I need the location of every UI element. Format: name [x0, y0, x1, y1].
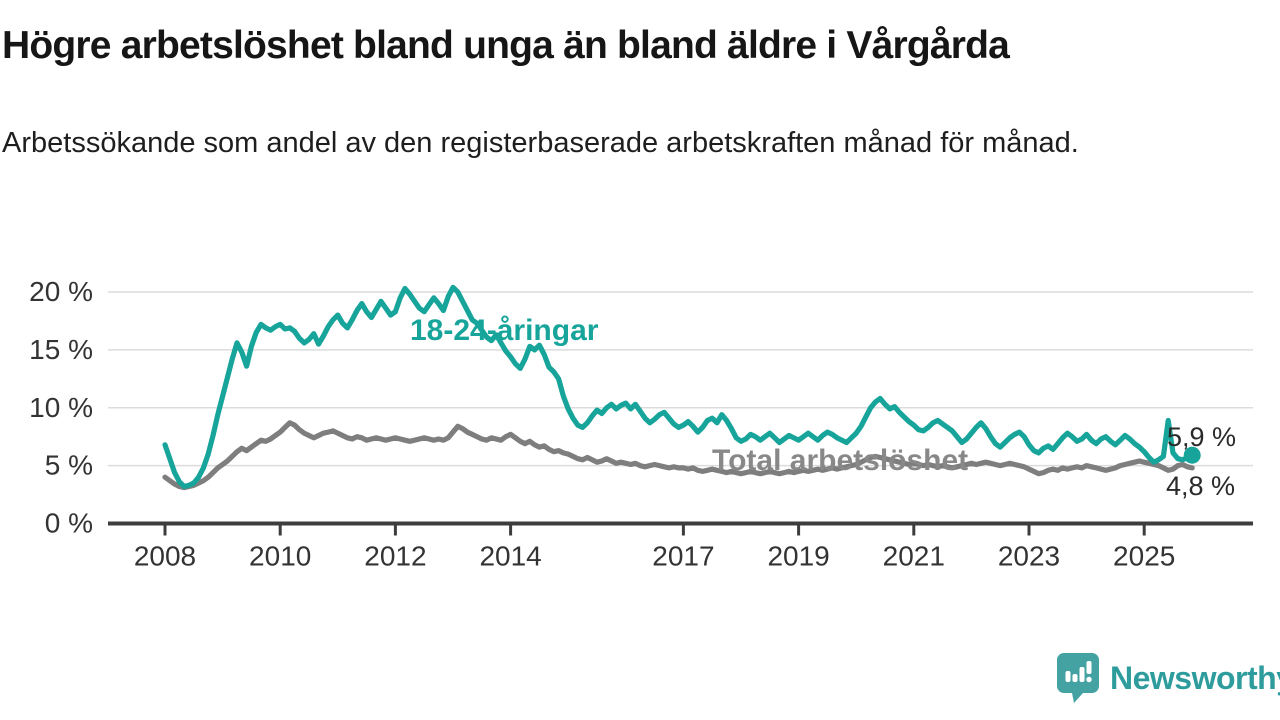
series-label-young: 18-24-åringar [410, 314, 599, 347]
y-tick-label: 20 % [29, 276, 93, 307]
series-line-18-24-aringar [162, 284, 1195, 490]
x-tick-label: 2008 [134, 541, 196, 572]
y-tick-label: 0 % [45, 508, 93, 539]
y-tick-label: 15 % [29, 334, 93, 365]
y-tick-label: 5 % [45, 450, 93, 481]
series-label-total: Total arbetslöshet [712, 444, 969, 477]
x-tick-label: 2017 [652, 541, 714, 572]
end-value-young: 5,9 % [1167, 422, 1237, 452]
page-title: Högre arbetslöshet bland unga än bland ä… [2, 24, 1010, 67]
x-tick-label: 2023 [998, 541, 1060, 572]
end-value-total: 4,8 % [1166, 471, 1236, 501]
newsworthy-logo: Newsworthy [1056, 652, 1280, 704]
x-tick-label: 2019 [767, 541, 829, 572]
series-end-dot [1183, 446, 1201, 464]
x-tick-label: 2010 [249, 541, 311, 572]
series-line-total-arbetsloshet [162, 420, 1195, 491]
x-tick-label: 2025 [1113, 541, 1175, 572]
x-tick-label: 2012 [364, 541, 426, 572]
newsworthy-wordmark: Newsworthy [1110, 659, 1280, 696]
page-subtitle: Arbetssökande som andel av den registerb… [2, 127, 1079, 159]
x-tick-label: 2014 [479, 541, 541, 572]
newsworthy-bubble-icon [1057, 653, 1099, 703]
y-tick-label: 10 % [29, 392, 93, 423]
x-tick-label: 2021 [883, 541, 945, 572]
